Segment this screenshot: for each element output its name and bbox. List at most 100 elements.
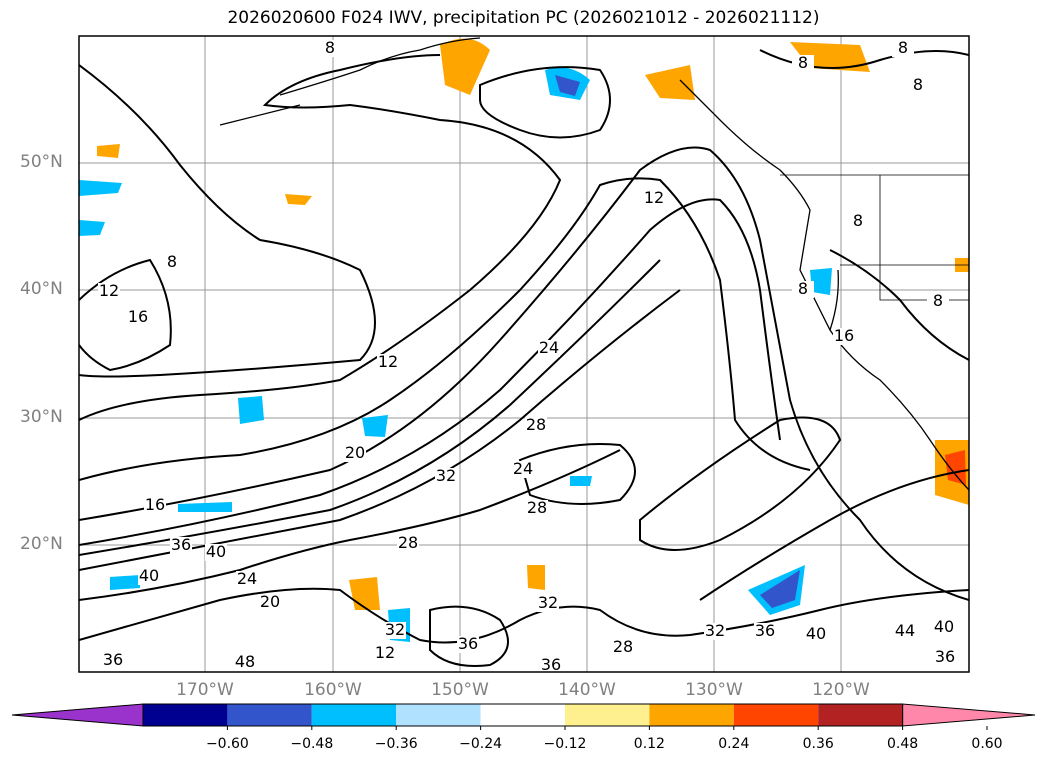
colorbar-tick-label: 0.36 <box>802 736 834 752</box>
contour-label: 36 <box>541 655 561 674</box>
contour-label-bg <box>792 281 814 298</box>
contour-label-bg <box>170 537 192 554</box>
colorbar-tick-label: 0.24 <box>718 736 750 752</box>
precip-patch <box>645 65 695 100</box>
contour-label-bg <box>907 77 929 94</box>
contour-line <box>79 587 969 644</box>
colorbar-segment <box>565 704 650 726</box>
contour-label: 12 <box>375 643 395 662</box>
contour-label: 40 <box>806 624 826 643</box>
contour-label: 8 <box>798 53 808 72</box>
colorbar-tick-label: −0.48 <box>290 736 334 752</box>
contour-label: 36 <box>755 621 775 640</box>
colorbar-tick-label: 0.12 <box>633 736 665 752</box>
lat-label-40n: 40°N <box>20 279 63 299</box>
colorbar-segment <box>733 704 819 726</box>
coastline-alaska <box>279 37 481 96</box>
colorbar-tick-label: −0.24 <box>459 736 503 752</box>
contour-line <box>79 198 781 546</box>
contour-line <box>79 146 969 601</box>
contour-line <box>518 443 636 505</box>
contour-label-bg <box>344 445 366 462</box>
contour-label-bg <box>259 594 281 611</box>
precip-patch <box>362 415 388 437</box>
contour-label-bg <box>927 293 949 310</box>
contour-label-bg <box>127 309 149 326</box>
contour-label-bg <box>374 645 396 662</box>
precip-patch <box>97 144 120 158</box>
contour-label: 24 <box>513 459 533 478</box>
contour-line <box>429 605 509 667</box>
contour-label: 44 <box>895 621 915 640</box>
colorbar-segment <box>227 704 312 726</box>
contour-label: 36 <box>103 650 123 669</box>
contour-line <box>79 259 661 556</box>
contour-label-bg <box>525 417 547 434</box>
lat-label-50n: 50°N <box>20 152 63 172</box>
contour-label-bg <box>319 40 341 57</box>
precip-patch <box>79 180 122 196</box>
contour-label-bg <box>754 623 776 640</box>
contour-label: 16 <box>834 326 854 345</box>
contour-label-bg <box>833 328 855 345</box>
lat-label-20n: 20°N <box>20 534 63 554</box>
contour-label-bg <box>102 652 124 669</box>
contour-label: 28 <box>527 498 547 517</box>
precipitation-shading <box>79 38 969 642</box>
lon-label-170w: 170°W <box>176 680 234 700</box>
contour-label-bg <box>934 649 956 666</box>
precip-patch <box>238 396 264 424</box>
precip-patch <box>945 450 966 485</box>
contour-label: 32 <box>705 621 725 640</box>
map-frame <box>78 35 970 673</box>
contour-label: 28 <box>613 637 633 656</box>
colorbar-segment <box>396 704 481 726</box>
contour-line <box>79 289 681 571</box>
map-background <box>79 36 969 672</box>
contour-label-bg <box>144 497 166 514</box>
contour-label: 20 <box>260 592 280 611</box>
contour-label: 28 <box>526 415 546 434</box>
contour-label: 32 <box>538 593 558 612</box>
contour-label: 8 <box>913 75 923 94</box>
contour-label-bg <box>397 535 419 552</box>
contour-label-bg <box>236 571 258 588</box>
contour-line <box>79 64 376 378</box>
coastline-aleutians <box>219 104 301 126</box>
precip-patch <box>440 38 490 95</box>
colorbar-segment <box>480 704 565 726</box>
contour-line <box>79 177 811 481</box>
lon-label-140w: 140°W <box>558 680 616 700</box>
lon-label-120w: 120°W <box>812 680 870 700</box>
contour-line <box>699 469 969 601</box>
colorbar-tick-label: 0.60 <box>971 736 1003 752</box>
contour-label-bg <box>643 190 665 207</box>
precip-patch <box>555 75 580 96</box>
contour-label-bg <box>894 623 916 640</box>
contour-label-bg <box>612 639 634 656</box>
colorbar-outline <box>142 703 904 727</box>
contour-label: 48 <box>235 652 255 671</box>
contour-label: 40 <box>934 617 954 636</box>
contour-label-bg <box>538 340 560 357</box>
contour-label-bg <box>847 213 869 230</box>
contour-label-bg <box>435 468 457 485</box>
contour-label-bg <box>161 254 183 271</box>
contour-label: 8 <box>898 38 908 57</box>
contour-label: 16 <box>128 307 148 326</box>
contour-label: 8 <box>933 291 943 310</box>
contour-line <box>79 449 621 601</box>
precip-patch <box>570 476 592 486</box>
colorbar-extend-max <box>902 703 1036 727</box>
contour-label: 40 <box>206 542 226 561</box>
map-canvas: 8888888812121216161620202424242828282832… <box>78 35 970 674</box>
coastlines <box>219 37 969 491</box>
colorbar-tick-label: −0.12 <box>543 736 587 752</box>
contour-label-bg <box>540 657 562 674</box>
precip-patch <box>110 575 140 590</box>
contour-label-bg <box>98 283 120 300</box>
contour-line <box>79 258 172 372</box>
contour-label-bg <box>526 500 548 517</box>
precip-patch <box>79 220 105 236</box>
colorbar-tick-label: −0.36 <box>374 736 418 752</box>
